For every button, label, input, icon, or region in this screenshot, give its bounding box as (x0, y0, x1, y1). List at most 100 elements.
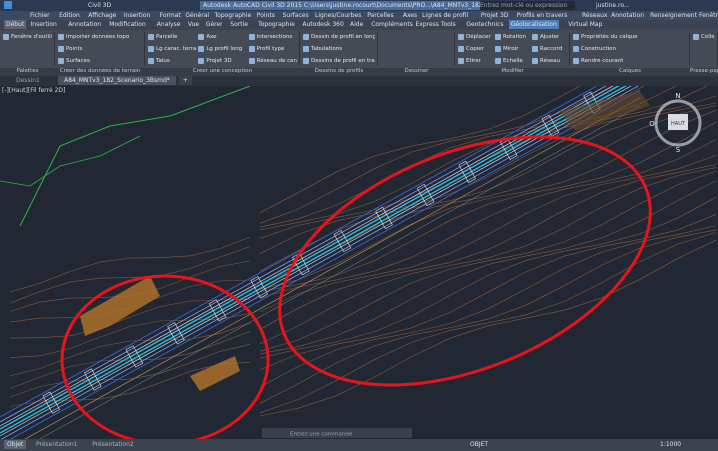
ribbon-tab[interactable]: Geotechnics (466, 21, 504, 28)
app-icon[interactable] (4, 1, 12, 9)
menu-item[interactable]: Edition (59, 12, 80, 19)
menu-item[interactable]: Axes (402, 12, 418, 19)
menu-item[interactable]: Affichage (88, 12, 117, 19)
contour-line (259, 139, 717, 299)
new-tab-button[interactable]: + (178, 76, 192, 85)
menu-item[interactable]: Insertion (123, 12, 151, 19)
ribbon-button[interactable]: Rendre courant (573, 56, 623, 67)
viewcube-face[interactable] (668, 114, 688, 130)
menu-item[interactable]: Profils en travers (516, 12, 568, 19)
ribbon-tab[interactable]: Express Tools (415, 21, 456, 28)
ribbon-button[interactable]: Dessins de profil en travers (303, 56, 375, 67)
ribbon-button[interactable]: Lg carac. terrain (148, 44, 196, 55)
status-mode[interactable]: OBJET (470, 441, 489, 448)
viewport-label[interactable]: [-][Haut][Fil ferré 2D] (2, 87, 65, 94)
ribbon-tab[interactable]: Aide (350, 21, 364, 28)
ribbon-button[interactable]: Propriétés du calque (573, 32, 638, 43)
document-tab[interactable]: A84_MNTv3_182_Scenario_3Bsmd* (58, 76, 176, 85)
ribbon-tab[interactable]: Insertion (30, 21, 57, 28)
document-tabs: Dessin1 A84_MNTv3_182_Scenario_3Bsmd* + (0, 76, 718, 86)
panel-title: Créer des données de terrain (59, 68, 141, 74)
ribbon-button[interactable]: Points (58, 44, 83, 55)
ribbon-button[interactable]: Tabulations (303, 44, 342, 55)
command-line[interactable] (262, 428, 412, 438)
ribbon-button[interactable]: Miroir (495, 44, 519, 55)
app-name: Civil 3D (88, 2, 112, 9)
ribbon-button[interactable]: Lg profil long (198, 44, 242, 55)
contour-line (259, 95, 717, 254)
viewcube-ring[interactable] (654, 99, 702, 147)
ribbon-button[interactable]: Déplacer (458, 32, 491, 43)
viewcube-south[interactable]: S (676, 146, 681, 154)
menu-item[interactable]: Général (185, 12, 210, 19)
document-tab[interactable]: Dessin1 (16, 77, 40, 84)
panel-title: Créer une conception (192, 68, 253, 74)
menu-item[interactable]: Réseaux (582, 12, 608, 19)
contour-line (259, 229, 717, 404)
viewcube-west[interactable]: O (649, 120, 655, 128)
menu-item[interactable]: Fenêtre (699, 12, 718, 19)
ribbon-button[interactable]: Profil type (249, 44, 285, 55)
ribbon-tab[interactable]: Annotation (68, 21, 102, 28)
ribbon-button[interactable]: Etirer (458, 56, 481, 67)
viewcube-north[interactable]: N (675, 92, 680, 100)
ribbon-tab[interactable]: Virtual Map (568, 21, 603, 28)
panel-separator (569, 32, 570, 66)
menu-item[interactable]: Annotation (611, 12, 644, 19)
menu-item[interactable]: Fichier (30, 12, 50, 19)
ribbon-button[interactable]: Importer données topo (58, 32, 129, 43)
menu-item[interactable]: Points (256, 12, 275, 19)
ribbon-tab[interactable]: Autodesk 360 (302, 21, 344, 28)
ribbon-button[interactable]: Copier (458, 44, 484, 55)
ribbon-tab[interactable]: Gérer (205, 21, 223, 28)
layout-tab[interactable]: Présentation1 (36, 441, 78, 448)
contours (9, 86, 717, 417)
ribbon-button[interactable]: Projet 3D (198, 56, 231, 67)
ribbon-tab[interactable]: Sortie (230, 21, 248, 28)
menu-item[interactable]: Surfaces (282, 12, 309, 19)
layout-tab[interactable]: Objet (4, 440, 27, 449)
contour-line (9, 236, 251, 293)
ribbon-button[interactable]: Dessin de profil en long (303, 32, 375, 43)
viewcube-top[interactable]: HAUT (671, 121, 686, 127)
command-placeholder[interactable]: Entrez une commande (290, 432, 353, 438)
user-name[interactable]: justine.ro... (596, 2, 630, 9)
ribbon-button[interactable]: Construction (573, 44, 616, 55)
ribbon-button[interactable]: Réseau (532, 56, 560, 67)
menu-item[interactable]: Projet 3D (480, 12, 509, 19)
ribbon-button[interactable]: Axe (198, 32, 216, 43)
ribbon-tab[interactable]: Modification (109, 21, 146, 28)
search-box[interactable]: Entrez mot-clé ou expression (480, 1, 575, 10)
menu-item[interactable]: Parcelles (367, 12, 394, 19)
ribbon-button[interactable]: Intersections (249, 32, 293, 43)
hatch-area (560, 91, 650, 131)
ribbon-tab[interactable]: Géolocalisation (508, 20, 559, 29)
section-marker (250, 276, 268, 299)
ribbon-tab[interactable]: Analyse (156, 21, 181, 28)
status-scale[interactable]: 1:1000 (660, 441, 682, 448)
drawing-area[interactable]: [-][Haut][Fil ferré 2D] N HAUT S O Entre… (0, 86, 718, 439)
menu-item[interactable]: Topographie (214, 12, 252, 19)
ribbon-button[interactable]: Parcelle (148, 32, 177, 43)
road-line (9, 89, 641, 439)
ribbon-button[interactable]: Réseau de canalisations (249, 56, 297, 67)
ribbon-button[interactable]: Rotation (495, 32, 526, 43)
ribbon-tab[interactable]: Compléments (371, 21, 413, 28)
menu-item[interactable]: Lignes de profil (422, 12, 469, 19)
menu-item[interactable]: Lignes/Courbes (315, 12, 362, 19)
ribbon-button[interactable]: Talus (148, 56, 170, 67)
ribbon-tab[interactable]: Vue (187, 21, 200, 28)
ribbon-button[interactable]: Fenêtre d'outils (3, 32, 52, 43)
ribbon-tab[interactable]: Début (4, 20, 27, 29)
ribbon-button[interactable]: Raccord (532, 44, 562, 55)
ribbon-button[interactable]: Ajuster (532, 32, 559, 43)
section-marker (208, 299, 227, 322)
layout-tab[interactable]: Présentation2 (92, 441, 134, 448)
ribbon-button[interactable]: Echelle (495, 56, 523, 67)
boundary-line (0, 135, 141, 187)
menu-item[interactable]: Format (159, 12, 181, 19)
ribbon-tab[interactable]: Topographie (258, 21, 295, 28)
ribbon-button[interactable]: Coller (693, 32, 715, 43)
menu-item[interactable]: Renseignement (650, 12, 697, 19)
ribbon-button[interactable]: Surfaces (58, 56, 90, 67)
